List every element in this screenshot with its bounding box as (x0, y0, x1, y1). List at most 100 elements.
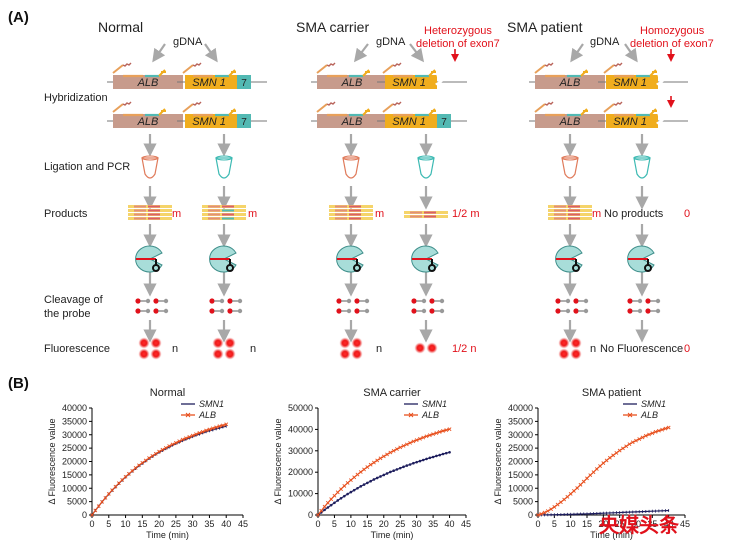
data-point-ALB (342, 483, 347, 488)
product-segment-b (568, 217, 580, 220)
y-tick-label: 25000 (508, 443, 533, 453)
data-point-ALB (536, 513, 540, 517)
y-tick-label: 30000 (62, 430, 87, 440)
series-line-ALB (317, 428, 450, 516)
fluorophore-dot (354, 308, 360, 314)
data-point-ALB (173, 440, 178, 445)
data-point-ALB (427, 433, 432, 438)
fluorescence-value: n (250, 343, 256, 355)
series-line-ALB (537, 426, 669, 516)
quencher-dot (346, 308, 352, 314)
y-tick-label: 40000 (508, 403, 533, 413)
data-point-SMN1 (421, 458, 425, 462)
data-point-ALB (581, 479, 586, 484)
data-point-ALB (555, 502, 560, 507)
deletion-break-mark (655, 113, 667, 129)
data-point-ALB (224, 422, 229, 427)
data-point-ALB (103, 495, 108, 500)
x-tick-label: 25 (395, 519, 405, 529)
gdna-arrow (152, 43, 166, 63)
probe-tail (428, 69, 436, 77)
row-label-products: Products (44, 208, 88, 220)
column-title-sma-carrier: SMA carrier (296, 19, 369, 35)
data-point-ALB (604, 458, 609, 463)
enzyme-icon (411, 245, 439, 273)
fluorophore-dot (153, 308, 159, 314)
data-point-SMN1 (448, 450, 451, 454)
smn1-label: SMN 1 (613, 77, 647, 89)
chart-title: Normal (150, 387, 185, 399)
product-segment-b (222, 217, 234, 220)
column-title-sma-patient: SMA patient (507, 19, 583, 35)
fluorescence-spot (138, 337, 150, 349)
data-point-ALB (552, 505, 557, 509)
data-point-ALB (617, 448, 622, 453)
data-point-ALB (214, 425, 219, 430)
data-point-ALB (441, 428, 445, 433)
data-point-SMN1 (362, 483, 366, 486)
fluorescence-spot (138, 348, 150, 360)
gdna-arrow (570, 43, 584, 63)
product-segment-b (424, 211, 436, 214)
probe-loop (613, 101, 623, 106)
carrier-alb-fluorescence (339, 337, 363, 360)
data-point-ALB (133, 466, 138, 470)
fluorophore-dot (411, 308, 417, 314)
smn1-label: SMN 1 (613, 116, 647, 128)
probe-tail (228, 69, 236, 77)
data-point-ALB (575, 486, 580, 490)
smn1-probe (382, 101, 436, 117)
data-point-SMN1 (366, 481, 369, 485)
enzyme-icon (627, 245, 655, 273)
product-segment-a (335, 205, 347, 208)
series-line-ALB (91, 423, 227, 516)
data-point-SMN1 (336, 499, 340, 502)
gdna-arrow (624, 43, 638, 63)
fluorescence-spot (558, 337, 570, 349)
x-tick-label: 5 (106, 519, 111, 529)
data-point-ALB (362, 467, 366, 472)
fluorophore-dot (336, 298, 342, 304)
quencher-dot (219, 308, 225, 314)
data-point-ALB (411, 439, 416, 444)
fluorophore-dot (555, 298, 561, 304)
fluorescence-value: n (590, 343, 596, 355)
data-point-ALB (140, 460, 145, 465)
normal-smn1-gene-top: SMN 1 7 (177, 62, 267, 89)
normal-smn1-products (202, 205, 246, 220)
data-point-ALB (322, 504, 327, 509)
quencher-dot (583, 298, 589, 304)
x-tick-label: 5 (552, 519, 557, 529)
data-point-ALB (200, 429, 205, 434)
data-point-SMN1 (382, 473, 386, 477)
patient-alb-gene-bottom: ALB (529, 101, 619, 128)
fluorophore-dot (153, 298, 159, 304)
smn1-block (385, 114, 437, 128)
data-point-ALB (325, 500, 330, 505)
data-point-ALB (150, 453, 155, 458)
normal-smn1-gene-bottom: SMN 1 7 (177, 101, 267, 128)
x-tick-label: 10 (121, 519, 131, 529)
probe-tail (362, 69, 370, 77)
row-label-cleavage-1: Cleavage of (44, 294, 104, 306)
product-segment-a (554, 217, 566, 220)
data-point-ALB (217, 424, 222, 429)
x-tick-label: 0 (535, 519, 540, 529)
product-segment-a (410, 215, 422, 218)
data-point-ALB (385, 452, 389, 457)
x-tick-label: 45 (680, 519, 690, 529)
data-point-ALB (113, 484, 118, 489)
fluorophore-dot (209, 308, 215, 314)
data-point-ALB (444, 428, 449, 432)
data-point-ALB (207, 427, 212, 432)
data-point-ALB (130, 468, 135, 473)
product-segment-a (335, 217, 347, 220)
fluorescence-spot (339, 337, 351, 349)
probe-arm (112, 103, 124, 113)
data-point-SMN1 (375, 476, 379, 480)
probe-arm (112, 64, 124, 74)
deletion-break-mark (655, 74, 667, 90)
y-tick-label: 10000 (288, 489, 313, 499)
data-point-SMN1 (444, 451, 448, 455)
